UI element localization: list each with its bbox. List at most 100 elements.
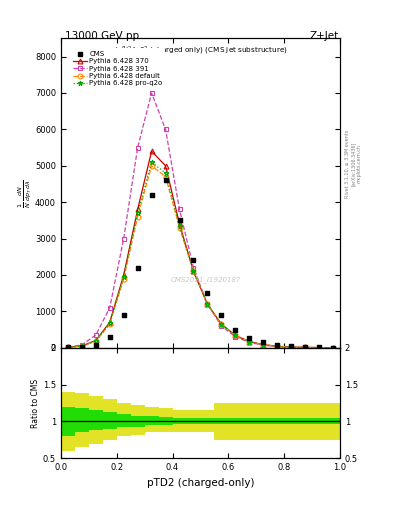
Y-axis label: Ratio to CMS: Ratio to CMS [31, 378, 40, 428]
Pythia 6.428 default [261, 342, 266, 348]
Pythia 6.428 pro-q2o [121, 274, 126, 280]
Pythia 6.428 370 [289, 344, 294, 350]
Pythia 6.428 pro-q2o [261, 342, 266, 348]
Pythia 6.428 370 [303, 344, 307, 350]
Pythia 6.428 391 [177, 206, 182, 212]
Pythia 6.428 pro-q2o [79, 343, 84, 349]
Pythia 6.428 pro-q2o [331, 345, 335, 351]
X-axis label: pTD2 (charged-only): pTD2 (charged-only) [147, 478, 254, 487]
Pythia 6.428 391 [317, 345, 321, 351]
Pythia 6.428 391 [331, 345, 335, 351]
Pythia 6.428 pro-q2o [275, 343, 279, 349]
Pythia 6.428 370 [247, 338, 252, 345]
Text: CMS2021_I1920187: CMS2021_I1920187 [171, 276, 241, 283]
Legend: CMS, Pythia 6.428 370, Pythia 6.428 391, Pythia 6.428 default, Pythia 6.428 pro-: CMS, Pythia 6.428 370, Pythia 6.428 391,… [70, 48, 165, 89]
Pythia 6.428 370 [149, 148, 154, 154]
Pythia 6.428 default [107, 321, 112, 327]
Pythia 6.428 default [191, 268, 196, 274]
Pythia 6.428 391 [107, 305, 112, 311]
Pythia 6.428 370 [205, 301, 210, 307]
Pythia 6.428 pro-q2o [135, 210, 140, 216]
Pythia 6.428 default [94, 338, 98, 344]
Pythia 6.428 pro-q2o [205, 301, 210, 307]
Pythia 6.428 default [163, 174, 168, 180]
CMS [65, 343, 71, 351]
CMS [176, 216, 183, 224]
Pythia 6.428 391 [275, 344, 279, 350]
Line: Pythia 6.428 391: Pythia 6.428 391 [66, 91, 335, 350]
Pythia 6.428 391 [289, 344, 294, 350]
CMS [288, 342, 294, 350]
Pythia 6.428 pro-q2o [247, 338, 252, 345]
Pythia 6.428 pro-q2o [317, 345, 321, 351]
Pythia 6.428 default [233, 332, 238, 338]
Text: [arXiv:1306.3436]: [arXiv:1306.3436] [351, 142, 356, 186]
Pythia 6.428 370 [331, 345, 335, 351]
CMS [134, 264, 141, 272]
Pythia 6.428 pro-q2o [107, 321, 112, 327]
Pythia 6.428 default [205, 301, 210, 307]
Text: 13000 GeV pp: 13000 GeV pp [65, 31, 139, 41]
Pythia 6.428 pro-q2o [191, 268, 196, 274]
CMS [316, 343, 322, 351]
Line: Pythia 6.428 370: Pythia 6.428 370 [66, 149, 335, 350]
Pythia 6.428 default [317, 345, 321, 351]
Pythia 6.428 370 [79, 343, 84, 349]
CMS [190, 257, 196, 265]
Line: Pythia 6.428 default: Pythia 6.428 default [66, 163, 335, 350]
Pythia 6.428 pro-q2o [94, 338, 98, 344]
Pythia 6.428 default [331, 345, 335, 351]
Pythia 6.428 370 [121, 272, 126, 278]
Line: Pythia 6.428 pro-q2o: Pythia 6.428 pro-q2o [66, 160, 335, 350]
Text: Rivet 3.1.10, ≥ 3.3M events: Rivet 3.1.10, ≥ 3.3M events [345, 130, 350, 198]
CMS [246, 333, 252, 342]
Pythia 6.428 default [121, 275, 126, 282]
Pythia 6.428 pro-q2o [289, 344, 294, 350]
CMS [260, 338, 266, 347]
Pythia 6.428 370 [261, 342, 266, 348]
CMS [149, 191, 155, 199]
Pythia 6.428 pro-q2o [233, 332, 238, 338]
Pythia 6.428 default [135, 214, 140, 220]
Pythia 6.428 391 [121, 236, 126, 242]
Pythia 6.428 391 [149, 90, 154, 96]
Pythia 6.428 391 [247, 339, 252, 346]
Pythia 6.428 default [177, 225, 182, 231]
Pythia 6.428 pro-q2o [149, 159, 154, 165]
CMS [107, 333, 113, 341]
Pythia 6.428 391 [191, 265, 196, 271]
Pythia 6.428 default [289, 344, 294, 350]
Pythia 6.428 370 [219, 321, 224, 327]
CMS [302, 343, 308, 351]
Pythia 6.428 default [149, 163, 154, 169]
Text: $(p_T^P)^2\lambda\_0^2$ (charged only) (CMS jet substructure): $(p_T^P)^2\lambda\_0^2$ (charged only) (… [114, 45, 287, 58]
CMS [93, 341, 99, 349]
Pythia 6.428 391 [261, 342, 266, 348]
Pythia 6.428 370 [135, 206, 140, 212]
Pythia 6.428 default [79, 343, 84, 349]
Pythia 6.428 pro-q2o [303, 344, 307, 350]
Pythia 6.428 391 [66, 344, 70, 350]
Pythia 6.428 370 [233, 332, 238, 338]
CMS [232, 326, 239, 334]
CMS [330, 344, 336, 352]
Pythia 6.428 pro-q2o [177, 223, 182, 229]
Pythia 6.428 391 [163, 126, 168, 133]
CMS [162, 176, 169, 184]
CMS [204, 289, 211, 297]
Pythia 6.428 370 [94, 337, 98, 344]
Pythia 6.428 default [275, 343, 279, 349]
Pythia 6.428 391 [303, 345, 307, 351]
Pythia 6.428 370 [177, 221, 182, 227]
Pythia 6.428 default [219, 322, 224, 328]
Pythia 6.428 pro-q2o [66, 344, 70, 350]
Text: mcplots.cern.ch: mcplots.cern.ch [357, 144, 362, 183]
Pythia 6.428 370 [317, 345, 321, 351]
CMS [121, 311, 127, 319]
Pythia 6.428 pro-q2o [163, 170, 168, 176]
Y-axis label: $\frac{1}{N}\,\frac{dN}{dp_T\,d\lambda}$: $\frac{1}{N}\,\frac{dN}{dp_T\,d\lambda}$ [16, 179, 33, 207]
CMS [274, 341, 280, 349]
Pythia 6.428 391 [233, 334, 238, 340]
Pythia 6.428 pro-q2o [219, 322, 224, 328]
Pythia 6.428 370 [66, 344, 70, 350]
